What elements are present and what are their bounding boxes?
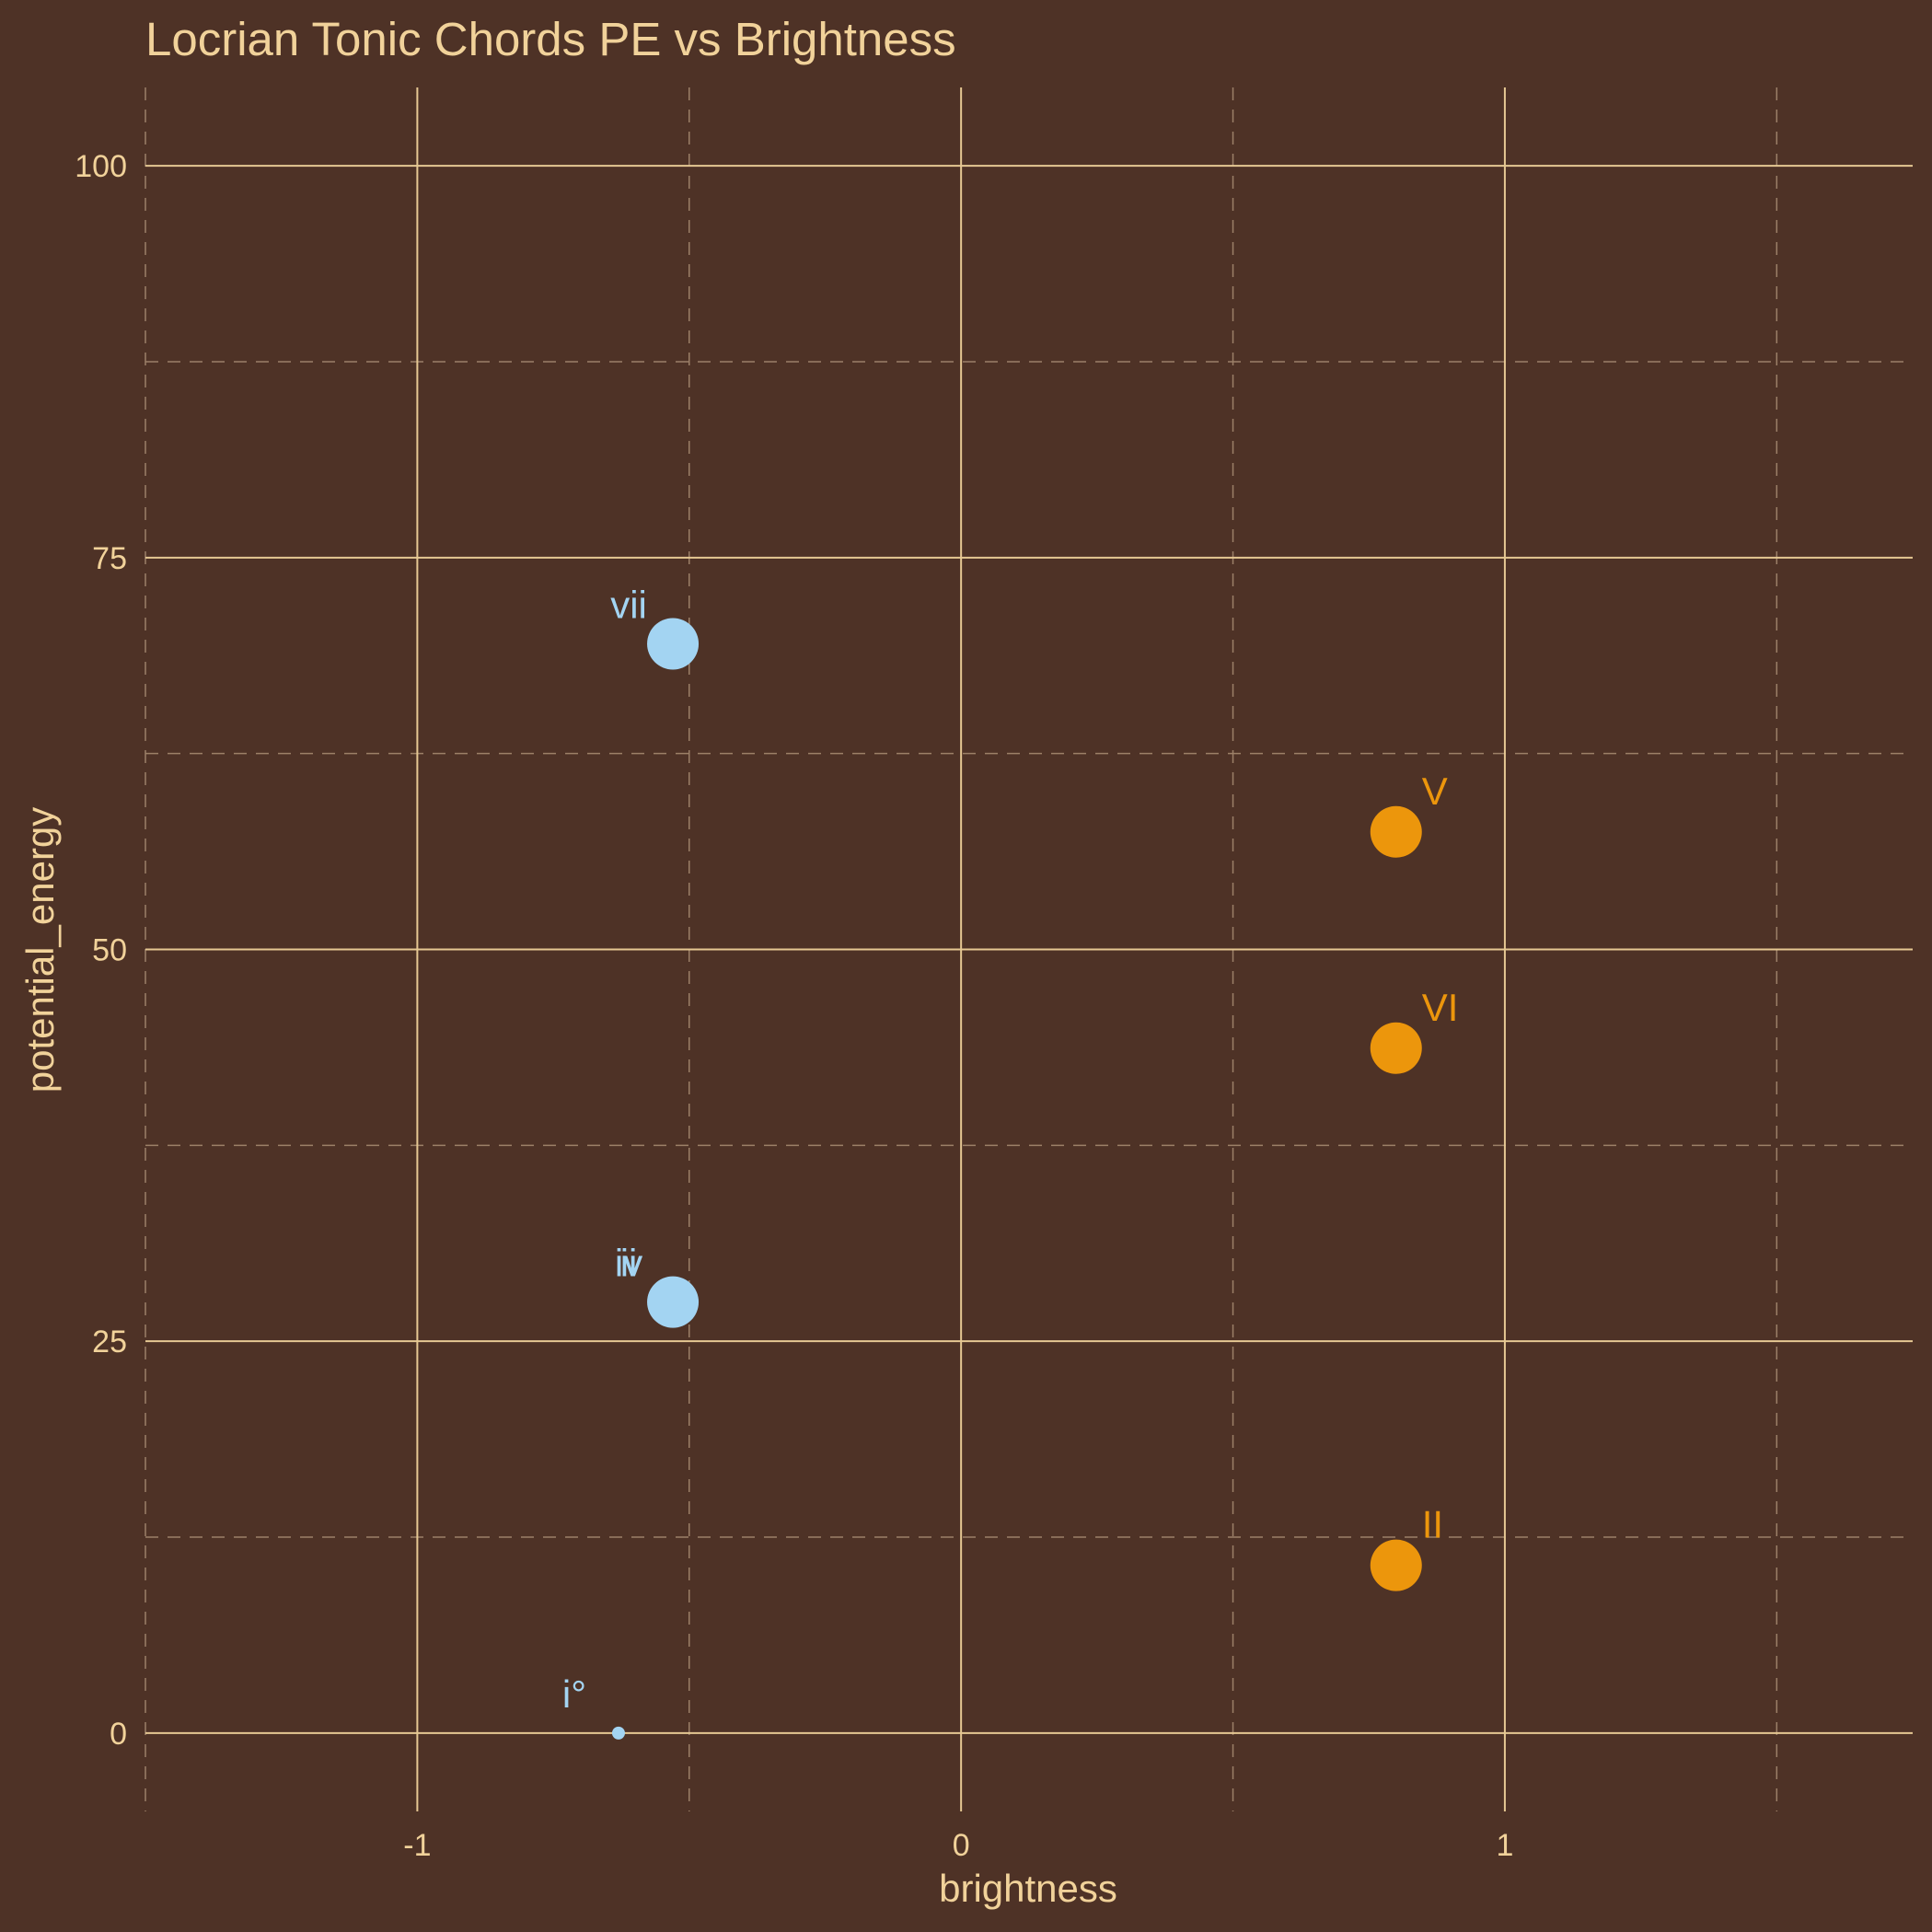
minor-gridlines [145, 87, 1913, 1811]
data-point [1370, 805, 1422, 858]
data-label: II [1422, 1503, 1443, 1546]
data-point [647, 618, 700, 670]
data-label: iv [615, 1242, 642, 1285]
y-axis-title: potential_energy [18, 807, 62, 1093]
x-axis-title: brightness [939, 1867, 1117, 1910]
x-tick-label: 0 [953, 1828, 970, 1863]
x-tick-label: -1 [403, 1828, 431, 1863]
data-label: V [1422, 769, 1448, 813]
y-tick-label: 50 [92, 933, 127, 968]
data-label: i° [562, 1672, 586, 1716]
major-gridlines [145, 87, 1913, 1811]
y-tick-label: 25 [92, 1325, 127, 1359]
y-tick-label: 100 [75, 149, 127, 184]
data-label: VI [1422, 986, 1459, 1029]
data-points [611, 618, 1422, 1740]
chart-title: Locrian Tonic Chords PE vs Brightness [145, 13, 956, 65]
x-tick-label: 1 [1496, 1828, 1513, 1863]
data-point [1370, 1539, 1422, 1591]
data-point [1370, 1022, 1422, 1074]
data-label: ii [620, 1242, 638, 1285]
y-tick-label: 0 [110, 1717, 127, 1752]
data-label: vii [610, 583, 647, 626]
data-point [611, 1726, 625, 1740]
data-point [647, 1276, 700, 1328]
y-tick-label: 75 [92, 541, 127, 576]
tick-labels: -1 0 1 0 25 50 75 100 [75, 149, 1513, 1863]
